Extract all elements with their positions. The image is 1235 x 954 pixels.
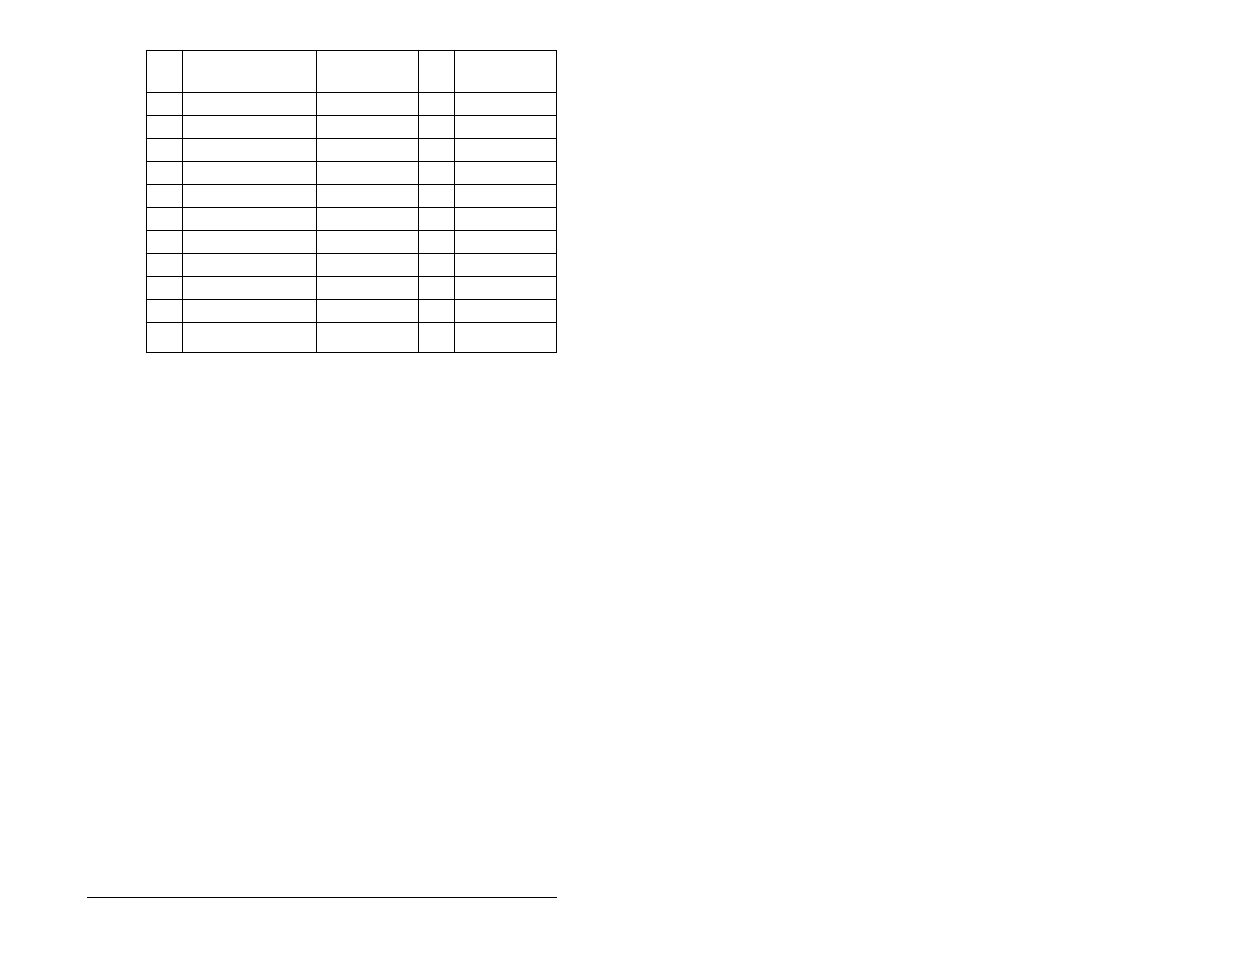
table-cell [317,277,419,300]
table-cell [147,277,183,300]
table-cell [419,185,455,208]
table-header-cell [419,51,455,93]
table-row [147,208,557,231]
table-cell [183,162,317,185]
table-cell [183,300,317,323]
table-cell [183,116,317,139]
table-row [147,139,557,162]
data-table [146,50,557,353]
table-cell [455,162,557,185]
table-cell [317,93,419,116]
table-cell [455,185,557,208]
table-cell [147,254,183,277]
table-cell [147,300,183,323]
table-cell [147,185,183,208]
table-cell [419,93,455,116]
table-row [147,185,557,208]
table-cell [419,208,455,231]
table-cell [455,116,557,139]
table-cell [183,208,317,231]
table-cell [317,300,419,323]
table-cell [317,116,419,139]
table-cell [147,323,183,353]
table-cell [317,254,419,277]
table-cell [147,208,183,231]
table-cell [317,323,419,353]
table-cell [419,162,455,185]
table-row [147,300,557,323]
table-cell [317,231,419,254]
table-cell [147,93,183,116]
table-cell [455,139,557,162]
footnote-separator [87,897,557,898]
table-row [147,277,557,300]
page [0,0,1235,954]
table-cell [317,185,419,208]
table-header-cell [147,51,183,93]
table-cell [147,116,183,139]
table-cell [183,254,317,277]
table-cell [455,277,557,300]
table-cell [455,254,557,277]
table-header-cell [455,51,557,93]
table-cell [183,231,317,254]
table-cell [183,185,317,208]
table-cell [419,323,455,353]
table-cell [183,277,317,300]
table-cell [147,231,183,254]
table-header-cell [317,51,419,93]
table-cell [419,139,455,162]
table-cell [147,162,183,185]
table-cell [317,139,419,162]
table-cell [419,231,455,254]
table-cell [455,300,557,323]
table-cell [455,231,557,254]
table-cell [147,139,183,162]
table-row [147,323,557,353]
table-cell [183,323,317,353]
table-cell [455,93,557,116]
table-row [147,116,557,139]
table-cell [317,162,419,185]
table-cell [183,139,317,162]
table-row [147,231,557,254]
table-cell [455,208,557,231]
table-cell [317,208,419,231]
table-header-cell [183,51,317,93]
table-cell [419,254,455,277]
table-row [147,254,557,277]
table-cell [419,116,455,139]
table-cell [419,300,455,323]
table-header-row [147,51,557,93]
table-cell [419,277,455,300]
table-row [147,162,557,185]
table-cell [455,323,557,353]
table-row [147,93,557,116]
table-cell [183,93,317,116]
